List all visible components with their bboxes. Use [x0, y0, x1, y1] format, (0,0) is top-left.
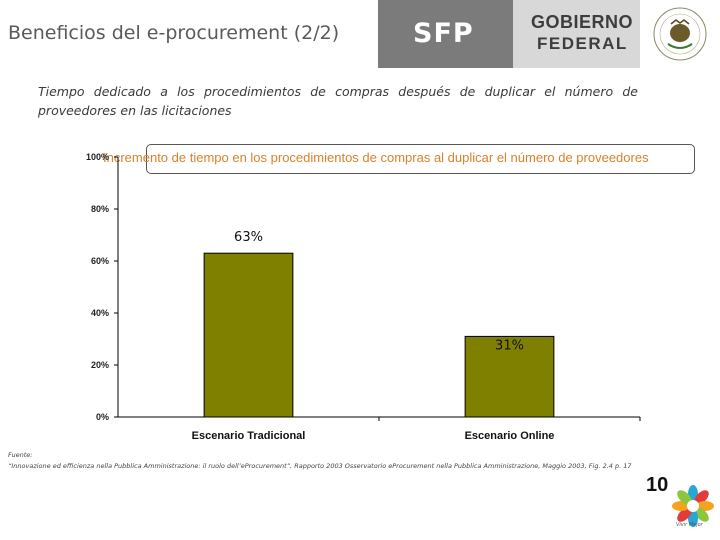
x-tick-label: Escenario Tradicional — [192, 430, 306, 442]
federal-text: FEDERAL — [537, 34, 628, 53]
y-tick-label: 60% — [91, 256, 109, 266]
y-tick-label: 20% — [91, 360, 109, 370]
source-note: Fuente: “Innovazione ed efficienza nella… — [8, 450, 632, 472]
data-label: 31% — [495, 338, 524, 353]
logo-text: Vivir Mejor — [676, 522, 703, 528]
chart-title: Incremento de tiempo en los procedimient… — [103, 150, 649, 165]
title-box: Beneficios del e-procurement (2/2) — [0, 0, 378, 68]
header-bar: Beneficios del e-procurement (2/2) SFP G… — [0, 0, 720, 68]
mexico-seal — [640, 0, 720, 68]
bar — [464, 335, 555, 418]
sfp-logo: SFP — [413, 18, 474, 49]
x-tick-label: Escenario Online — [465, 430, 555, 442]
slide-subtitle: Tiempo dedicado a los procedimientos de … — [38, 84, 638, 118]
y-tick-label: 40% — [91, 308, 109, 318]
gobierno-federal-logo: GOBIERNO FEDERAL — [513, 0, 640, 68]
chart-title-frame — [146, 144, 695, 174]
y-tick-label: 80% — [91, 204, 109, 214]
y-tick-label: 100% — [86, 152, 109, 162]
source-text: “Innovazione ed efficienza nella Pubblic… — [8, 462, 632, 470]
gobierno-text: GOBIERNO — [531, 12, 634, 32]
y-tick-label: 0% — [96, 412, 109, 422]
page-number: 10 — [646, 474, 669, 496]
data-label: 63% — [234, 230, 263, 245]
slide-title: Beneficios del e-procurement (2/2) — [8, 22, 340, 44]
bar — [203, 252, 294, 418]
eagle-seal-icon — [653, 7, 707, 61]
vivir-mejor-flower-icon — [672, 485, 714, 527]
source-label: Fuente: — [8, 451, 33, 459]
